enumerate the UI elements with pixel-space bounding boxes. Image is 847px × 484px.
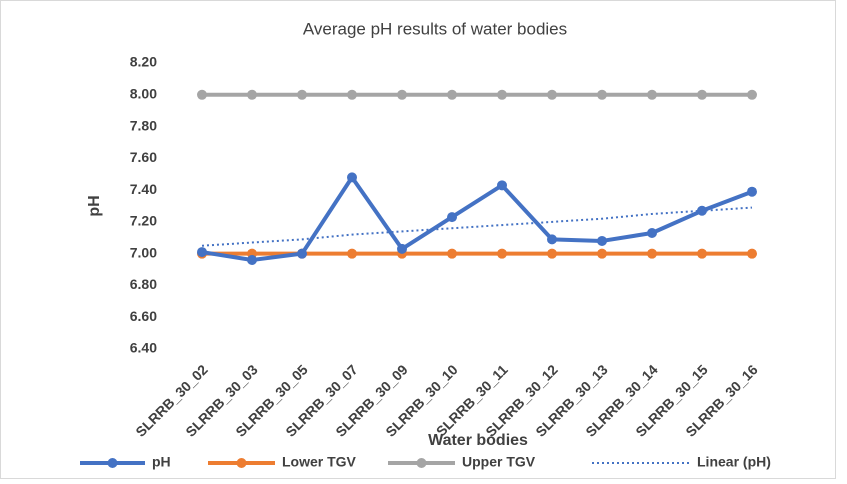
y-tick-label: 7.20 xyxy=(130,213,157,229)
data-point xyxy=(497,248,507,259)
y-tick-label: 8.00 xyxy=(130,85,157,101)
data-point xyxy=(347,248,357,259)
data-point xyxy=(697,248,707,259)
data-point xyxy=(447,89,457,100)
data-point xyxy=(547,248,557,259)
y-tick-label: 6.40 xyxy=(130,340,157,356)
data-point xyxy=(747,248,757,259)
data-point xyxy=(297,248,307,259)
data-point xyxy=(347,172,357,183)
y-tick-label: 7.00 xyxy=(130,244,157,260)
data-point xyxy=(397,243,407,254)
y-tick-label: 7.60 xyxy=(130,149,157,165)
chart-title: Average pH results of water bodies xyxy=(303,19,567,38)
y-tick-label: 6.80 xyxy=(130,276,157,292)
y-axis-title: pH xyxy=(86,195,103,216)
legend-label: Lower TGV xyxy=(282,454,357,470)
legend-marker xyxy=(107,458,118,468)
data-point xyxy=(647,248,657,259)
data-point xyxy=(747,186,757,197)
y-tick-label: 7.80 xyxy=(130,117,157,133)
y-tick-label: 7.40 xyxy=(130,181,157,197)
data-point xyxy=(397,89,407,100)
data-point xyxy=(647,89,657,100)
legend-marker xyxy=(236,458,247,468)
data-point xyxy=(447,212,457,223)
data-point xyxy=(597,248,607,259)
data-point xyxy=(197,247,207,258)
data-point xyxy=(597,89,607,100)
data-point xyxy=(197,89,207,100)
data-point xyxy=(447,248,457,259)
y-tick-label: 6.60 xyxy=(130,308,157,324)
data-point xyxy=(547,234,557,245)
data-point xyxy=(647,228,657,239)
data-point xyxy=(497,180,507,191)
legend-label: Upper TGV xyxy=(462,454,536,470)
data-point xyxy=(247,255,257,266)
data-point xyxy=(547,89,557,100)
data-point xyxy=(747,89,757,100)
legend-marker xyxy=(416,458,427,468)
data-point xyxy=(247,89,257,100)
x-axis-title: Water bodies xyxy=(428,432,528,449)
data-point xyxy=(347,89,357,100)
legend-label: pH xyxy=(152,454,171,470)
series-line xyxy=(201,175,753,263)
data-point xyxy=(297,89,307,100)
data-point xyxy=(497,89,507,100)
data-point xyxy=(697,89,707,100)
trend-line xyxy=(201,206,753,247)
y-tick-label: 8.20 xyxy=(130,54,157,70)
legend-label: Linear (pH) xyxy=(697,454,771,470)
data-point xyxy=(597,235,607,246)
